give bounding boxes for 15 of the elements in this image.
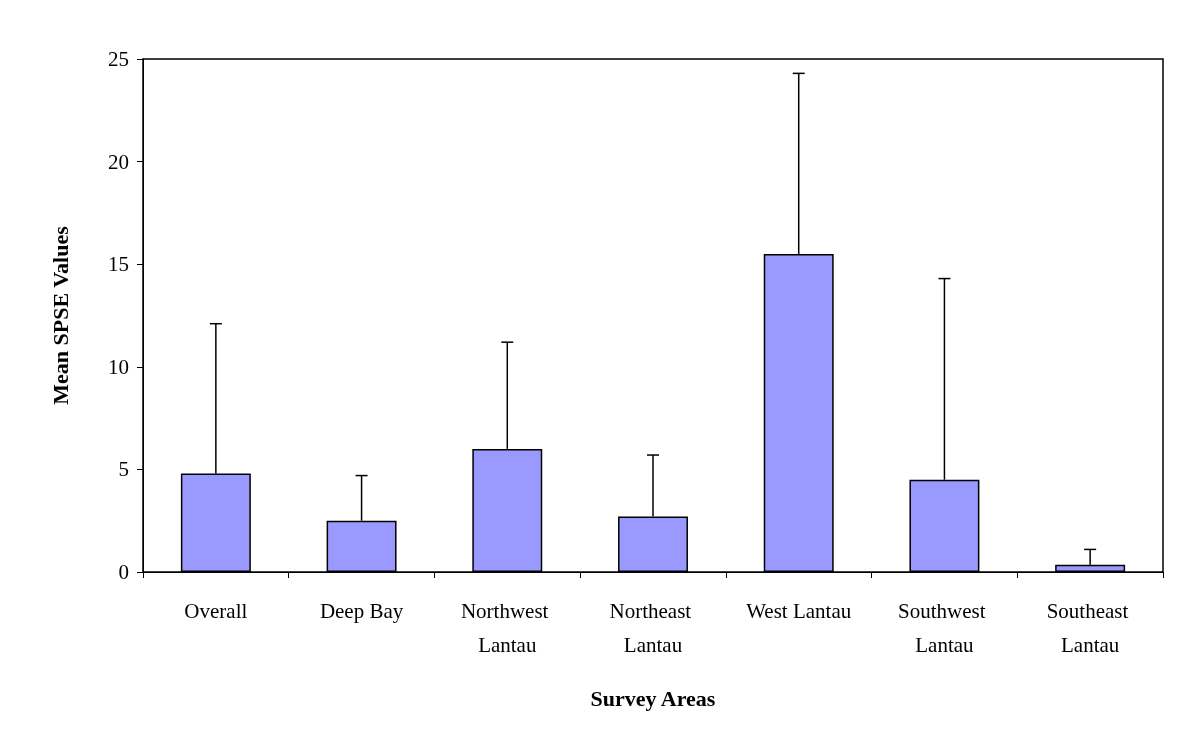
x-tick-label: Southeast Lantau (1046, 599, 1134, 657)
y-tick-label: 20 (108, 149, 129, 174)
y-tick-label: 0 (118, 560, 129, 584)
x-axis-title: Survey Areas (590, 685, 716, 711)
y-tick-label: 10 (108, 354, 129, 379)
x-tick-label: Southwest Lantau (898, 599, 991, 657)
x-tick-label: Northeast Lantau (609, 599, 697, 657)
x-tick-label: West Lantau (746, 599, 852, 623)
y-tick-label: 15 (108, 252, 129, 277)
y-tick-label: 25 (108, 47, 129, 71)
y-axis-title: Mean SPSE Values (47, 225, 73, 405)
x-tick-label: Northwest Lantau (460, 599, 554, 657)
x-tick-label: Overall (184, 599, 248, 623)
y-tick-label: 5 (118, 457, 129, 482)
x-tick-label: Deep Bay (319, 599, 404, 623)
